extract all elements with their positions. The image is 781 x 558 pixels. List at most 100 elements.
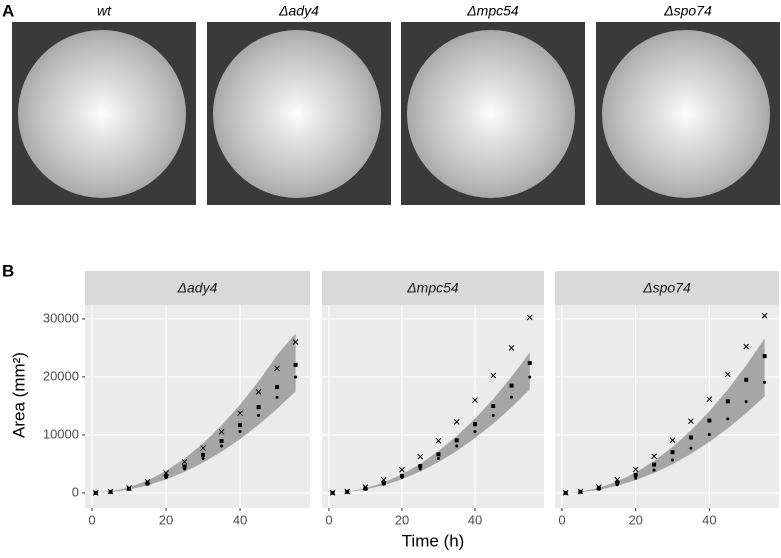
point — [762, 354, 767, 359]
point — [453, 419, 460, 425]
point — [436, 452, 441, 457]
point — [634, 476, 638, 480]
point — [724, 371, 731, 378]
point — [744, 377, 749, 382]
facet-title: Δady4 — [177, 280, 218, 296]
point — [615, 480, 620, 485]
point — [238, 423, 243, 428]
point — [490, 372, 497, 379]
point — [689, 446, 693, 450]
point — [220, 444, 224, 448]
point — [652, 462, 657, 467]
point — [418, 467, 422, 471]
point — [670, 450, 675, 455]
facet-title: Δspo74 — [642, 280, 691, 296]
point — [744, 400, 748, 404]
point — [109, 490, 113, 494]
point — [275, 385, 280, 390]
point — [688, 418, 694, 425]
point — [331, 491, 335, 495]
x-tick-label: 40 — [233, 512, 247, 527]
colony — [213, 30, 381, 198]
point — [688, 435, 693, 440]
x-tick-label: 0 — [88, 512, 95, 527]
ribbon — [95, 333, 296, 493]
point — [275, 395, 279, 399]
facet-title: Δmpc54 — [406, 280, 459, 296]
point — [455, 444, 459, 448]
point — [345, 490, 349, 494]
point — [201, 456, 205, 460]
point — [399, 466, 405, 473]
point — [435, 437, 442, 444]
point — [257, 413, 261, 417]
point — [473, 430, 477, 434]
point — [651, 453, 657, 460]
panel-label: A — [2, 1, 14, 20]
point — [707, 418, 712, 423]
point — [761, 312, 768, 319]
point — [707, 432, 711, 436]
point — [294, 375, 298, 379]
point — [219, 439, 224, 444]
point — [293, 362, 298, 367]
point — [706, 396, 713, 403]
y-tick-label: 10000 — [43, 426, 79, 441]
point — [633, 472, 638, 477]
point — [597, 487, 601, 491]
y-axis-title: Area (mm²) — [9, 352, 28, 438]
point — [615, 483, 619, 487]
point — [418, 464, 423, 469]
point — [181, 458, 188, 465]
colony — [18, 30, 186, 198]
y-tick-label: 20000 — [43, 368, 79, 383]
image-label: Δady4 — [278, 3, 319, 19]
point — [255, 389, 262, 395]
point — [201, 452, 206, 457]
strip — [555, 271, 779, 305]
point — [669, 437, 676, 444]
point — [491, 404, 496, 409]
point — [743, 343, 750, 350]
point — [472, 422, 477, 427]
point — [527, 361, 532, 366]
image-label: Δmpc54 — [466, 3, 519, 19]
panel-label: B — [2, 261, 14, 280]
point — [182, 464, 187, 469]
point — [472, 397, 478, 403]
x-tick-label: 0 — [325, 512, 332, 527]
point — [382, 482, 386, 486]
ribbon — [565, 338, 765, 493]
x-axis-title: Time (h) — [402, 531, 465, 550]
point — [564, 491, 568, 495]
strip — [85, 271, 310, 305]
point — [274, 365, 280, 372]
colony — [407, 30, 575, 198]
x-tick-label: 20 — [395, 512, 409, 527]
point — [417, 453, 424, 460]
ribbon — [332, 352, 530, 493]
point — [454, 438, 459, 443]
y-tick-label: 0 — [72, 484, 79, 499]
point — [725, 399, 730, 404]
point — [292, 339, 299, 345]
point — [632, 466, 639, 473]
x-tick-label: 20 — [628, 512, 642, 527]
point — [164, 473, 169, 478]
point — [578, 490, 582, 494]
point — [237, 410, 243, 416]
image-label: wt — [97, 3, 112, 19]
point — [763, 380, 767, 384]
point — [256, 405, 261, 410]
point — [652, 468, 656, 472]
point — [218, 428, 225, 435]
point — [436, 456, 440, 460]
x-tick-label: 20 — [159, 512, 173, 527]
point — [528, 375, 532, 379]
point — [509, 383, 514, 388]
y-tick-label: 30000 — [43, 310, 79, 325]
point — [146, 482, 150, 486]
point — [127, 487, 131, 491]
